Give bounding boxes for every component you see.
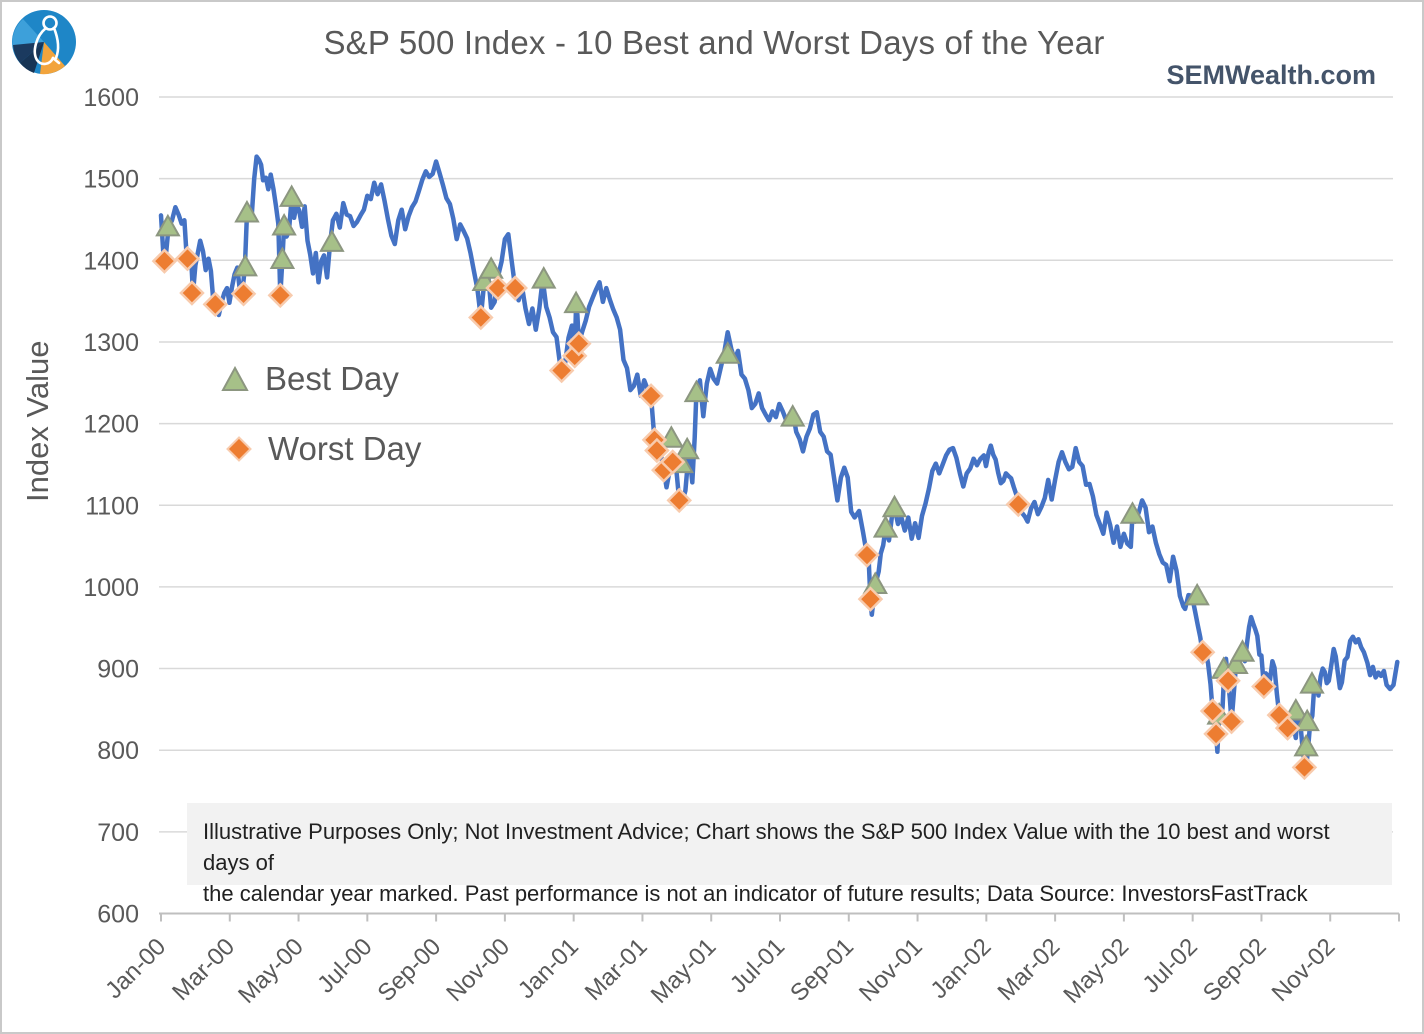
worst-day-marker (174, 245, 201, 272)
best-day-marker (563, 290, 589, 314)
legend-best-day-label: Best Day (265, 360, 399, 397)
best-day-marker (234, 199, 260, 223)
x-tick-label: Jan-02 (926, 933, 997, 1004)
worst-day-marker (1189, 639, 1216, 665)
worst-day-marker (468, 304, 494, 331)
x-tick-label: May-01 (646, 933, 722, 1009)
worst-day-marker (566, 330, 592, 357)
x-tick-label: Mar-00 (167, 933, 240, 1006)
disclaimer-line-1: Illustrative Purposes Only; Not Investme… (203, 819, 1330, 875)
disclaimer-box: Illustrative Purposes Only; Not Investme… (187, 803, 1392, 906)
best-day-marker (872, 515, 899, 538)
y-tick-label: 1600 (83, 84, 139, 112)
worst-day-marker (230, 281, 257, 307)
best-day-marker (478, 256, 504, 279)
best-day-marker (658, 425, 685, 448)
y-tick-label: 1200 (83, 411, 139, 439)
worst-day-marker (1291, 754, 1318, 781)
best-day-marker (674, 436, 700, 460)
worst-day-marker (659, 449, 686, 475)
best-day-marker (1223, 651, 1249, 674)
y-tick-label: 1400 (83, 247, 139, 275)
best-day-marker (1229, 639, 1256, 662)
y-tick-label: 1100 (85, 492, 139, 520)
worst-day-marker (1215, 668, 1241, 694)
best-day-triangle-icon (221, 366, 249, 391)
x-tick-label: Mar-02 (992, 933, 1065, 1006)
x-tick-label: Sep-01 (785, 933, 859, 1007)
x-tick-label: Jul-02 (1138, 933, 1203, 998)
sem-wealth-logo-icon (10, 8, 78, 81)
brand-wordmark: SEMWealth.com (1166, 60, 1376, 90)
x-tick-label: Nov-00 (441, 933, 515, 1007)
best-day-marker (1299, 671, 1325, 694)
worst-day-marker (638, 383, 664, 409)
worst-day-marker (179, 280, 205, 306)
y-tick-label: 1000 (83, 574, 139, 602)
x-tick-label: Sep-02 (1198, 933, 1272, 1007)
x-tick-label: Nov-01 (854, 933, 928, 1007)
y-tick-label: 1300 (83, 329, 139, 357)
y-tick-label: 800 (97, 737, 139, 765)
worst-day-marker (857, 586, 884, 612)
best-day-marker (1119, 501, 1146, 524)
worst-day-marker (1203, 721, 1229, 747)
worst-day-marker (485, 275, 511, 301)
legend-best-day: Best Day (221, 360, 399, 398)
x-tick-label: Mar-01 (580, 933, 653, 1006)
worst-day-marker (644, 437, 670, 464)
x-tick-label: Sep-00 (373, 933, 447, 1007)
best-day-marker (715, 341, 741, 364)
worst-day-marker (1274, 715, 1301, 741)
worst-day-marker (267, 282, 294, 309)
best-day-marker (683, 379, 710, 403)
x-tick-label: Jul-00 (312, 933, 377, 998)
worst-day-diamond-icon (226, 436, 252, 462)
worst-day-marker (502, 275, 528, 301)
page-title: S&P 500 Index - 10 Best and Worst Days o… (323, 24, 1105, 61)
legend-worst-day-label: Worst Day (268, 430, 422, 467)
worst-day-marker (1005, 491, 1032, 518)
disclaimer-line-2: the calendar year marked. Past performan… (203, 881, 1308, 906)
x-tick-label: May-02 (1058, 933, 1134, 1009)
best-day-marker (319, 229, 345, 252)
legend-worst-day: Worst Day (226, 430, 421, 468)
x-tick-label: Jan-01 (513, 933, 584, 1004)
worst-day-marker (854, 542, 880, 568)
best-day-marker (232, 253, 258, 277)
worst-day-marker (202, 291, 229, 318)
best-day-marker (881, 494, 908, 518)
worst-day-marker (1218, 708, 1245, 735)
best-day-marker (155, 213, 181, 237)
worst-day-marker (666, 487, 693, 514)
worst-day-marker (548, 357, 575, 384)
x-tick-label: Jul-01 (725, 933, 790, 998)
y-tick-label: 1500 (83, 166, 139, 194)
best-day-marker (269, 246, 296, 269)
y-tick-label: 600 (97, 901, 139, 929)
best-day-marker (271, 212, 297, 236)
y-tick-label: 900 (97, 656, 139, 684)
best-day-marker (1294, 708, 1320, 732)
best-day-marker (278, 184, 305, 207)
best-day-marker (1293, 733, 1319, 757)
x-tick-label: Jan-00 (100, 933, 171, 1004)
worst-day-marker (1199, 698, 1226, 724)
best-day-marker (531, 266, 557, 289)
worst-day-marker (151, 248, 178, 274)
x-tick-label: May-00 (233, 933, 309, 1009)
worst-day-marker (1251, 673, 1277, 700)
y-tick-label: 700 (97, 819, 139, 847)
x-tick-label: Nov-02 (1267, 933, 1341, 1007)
best-day-marker (780, 404, 806, 427)
best-day-marker (1184, 582, 1210, 606)
